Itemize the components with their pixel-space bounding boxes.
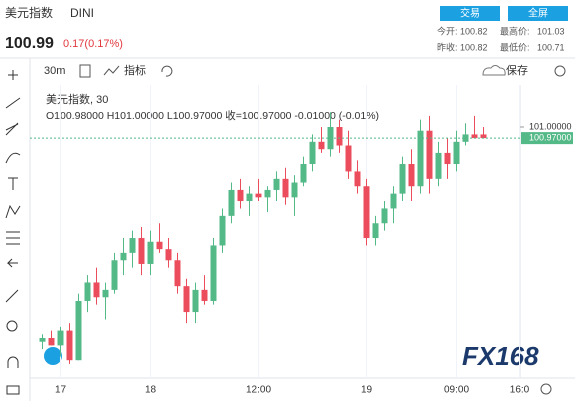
last-price-label: 100.97000 <box>529 132 572 142</box>
stat-value: 100.82 <box>460 42 488 52</box>
indicators[interactable]: 指标 <box>124 63 146 77</box>
y-tick-label: 101.00000 <box>529 121 572 131</box>
stat-value: 100.71 <box>537 42 565 52</box>
candle-body <box>426 130 433 179</box>
candle-body <box>93 282 100 298</box>
settings-icon[interactable] <box>554 65 566 77</box>
candle-body <box>354 171 361 187</box>
candle-body <box>57 330 64 346</box>
candle-body <box>120 252 127 261</box>
fullscreen-button[interactable] <box>508 6 568 21</box>
candle-body <box>417 130 424 187</box>
candle-body <box>291 182 298 198</box>
trade-button[interactable] <box>440 6 500 21</box>
candle-body <box>165 249 172 261</box>
candle-body <box>237 189 244 202</box>
save[interactable]: 保存 <box>506 63 528 77</box>
indicator-icon[interactable] <box>103 65 120 76</box>
candle-body <box>129 238 136 253</box>
last-price-box <box>521 132 573 145</box>
x-tick-label: 18 <box>145 385 157 396</box>
x-tick-label: 12:00 <box>246 385 271 396</box>
candle-body <box>183 286 190 313</box>
candle-body <box>39 337 46 342</box>
candle-body <box>300 164 307 183</box>
candle-body <box>444 152 451 165</box>
price: 100.99 <box>5 35 54 52</box>
candle-body <box>219 215 226 246</box>
candle-body <box>462 134 469 142</box>
candle-body <box>210 245 217 301</box>
candle-body <box>480 134 487 139</box>
stat-label: 昨收: <box>437 41 458 52</box>
stat-label: 最低价: <box>500 41 530 52</box>
candle-body <box>138 238 145 264</box>
candle-body <box>453 141 460 165</box>
symbol: DINI <box>70 6 94 20</box>
candle-body <box>174 260 181 287</box>
candle-body <box>372 223 379 239</box>
candle-body <box>102 289 109 298</box>
stat-label: 最高价: <box>500 25 530 36</box>
candle-body <box>48 337 55 346</box>
logo-icon <box>44 347 62 365</box>
candle-body <box>399 164 406 194</box>
x-tick-label: 19 <box>361 385 373 396</box>
undo-icon[interactable] <box>161 65 173 77</box>
candle-body <box>264 189 271 198</box>
candle-body <box>345 145 352 172</box>
stat-value: 101.03 <box>537 26 565 36</box>
candle-body <box>147 241 154 264</box>
candle-body <box>390 193 397 209</box>
candle-body <box>282 178 289 198</box>
candle-body <box>246 193 253 202</box>
stat-value: 100.82 <box>460 26 488 36</box>
axis-settings-icon[interactable] <box>540 383 552 395</box>
candle-body <box>309 141 316 165</box>
candle-body <box>336 127 343 146</box>
title: 美元指数 <box>5 5 53 20</box>
candle-body <box>84 282 91 301</box>
candle-body <box>228 189 235 216</box>
candle-body <box>192 289 199 313</box>
candle-body <box>435 152 442 179</box>
candle-body <box>255 193 262 198</box>
candle-icon[interactable] <box>79 64 91 78</box>
trade-label[interactable]: 交易 <box>460 7 480 20</box>
sidebar-icons[interactable] <box>5 70 21 395</box>
candle-body <box>201 289 208 301</box>
candle-body <box>471 134 478 139</box>
x-tick-label: 17 <box>55 385 67 396</box>
legend-title: 美元指数, 30 <box>46 92 108 106</box>
candle-body <box>273 178 280 190</box>
x-tick-label: 09:00 <box>444 385 469 396</box>
candle-body <box>156 241 163 250</box>
x-tick-label: 16:0 <box>510 385 530 396</box>
stat-label: 今开: <box>437 25 458 36</box>
candle-body <box>381 208 388 224</box>
candle-body <box>111 260 118 290</box>
candle-body <box>75 300 82 361</box>
candle-body <box>66 330 73 361</box>
candle-body <box>318 141 325 150</box>
legend-ohlc: O100.98000 H101.00000 L100.97000 收=100.9… <box>46 109 379 122</box>
candle-body <box>363 186 370 239</box>
cloud-icon[interactable] <box>482 65 506 76</box>
candle-body <box>408 164 415 187</box>
interval[interactable]: 30m <box>44 65 65 77</box>
watermark: FX168 <box>462 341 539 371</box>
change: 0.17(0.17%) <box>63 38 123 50</box>
fullscreen-label[interactable]: 全屏 <box>528 7 548 20</box>
